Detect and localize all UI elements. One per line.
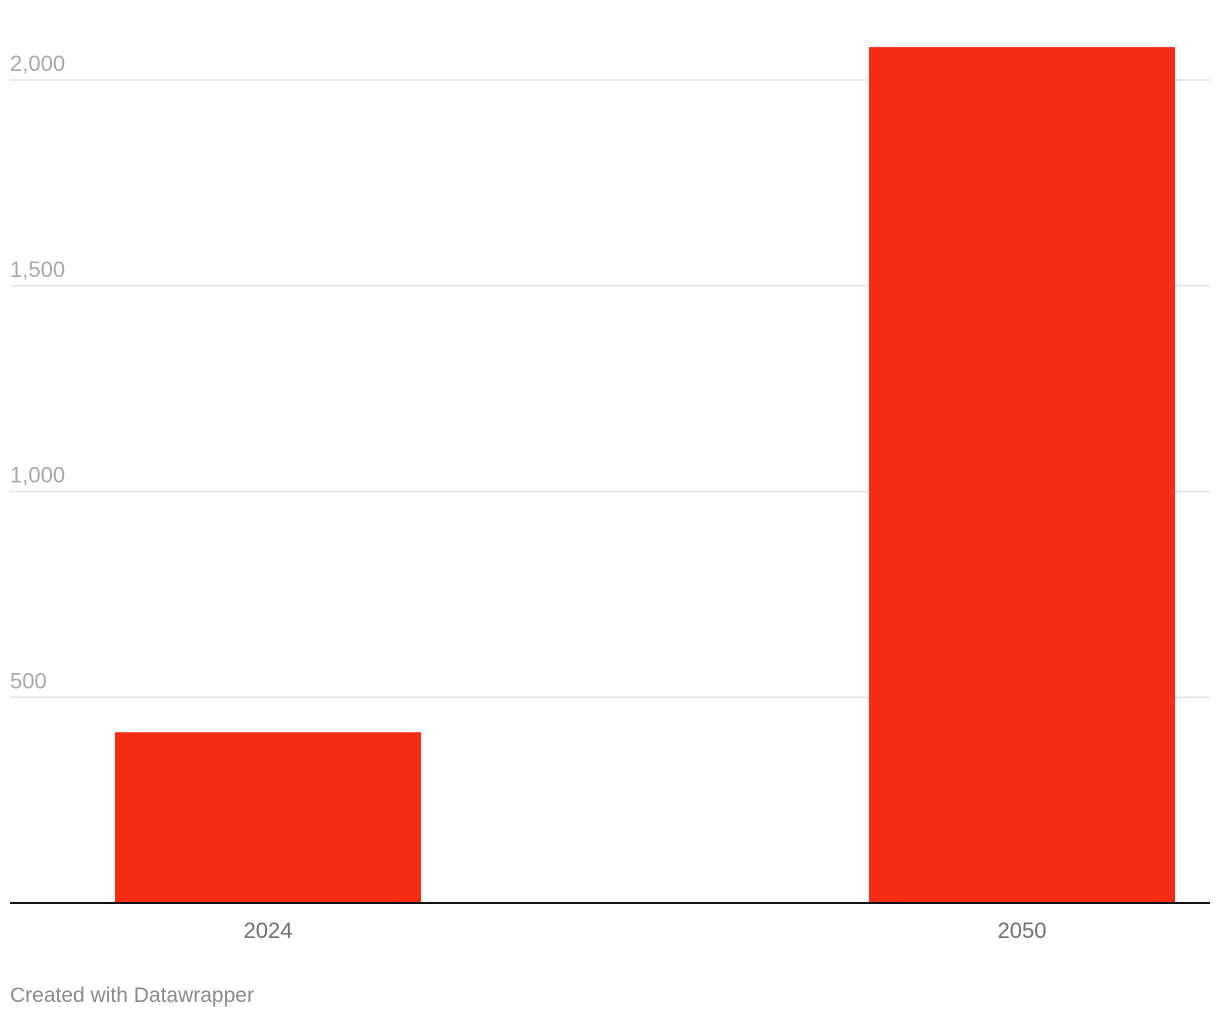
y-tick-label-1500: 1,500 [10,257,65,282]
y-tick-label-500: 500 [10,668,47,693]
x-tick-label-2024: 2024 [244,918,293,943]
y-axis-tick-labels: 500 1,000 1,500 2,000 [10,51,65,693]
x-tick-label-2050: 2050 [998,918,1047,943]
y-tick-label-2000: 2,000 [10,51,65,76]
x-axis-tick-labels: 2024 2050 [244,918,1047,943]
bar-2050[interactable] [869,47,1175,903]
bar-chart: 500 1,000 1,500 2,000 2024 2050 [10,47,1210,943]
y-tick-label-1000: 1,000 [10,463,65,488]
bar-2024[interactable] [115,732,421,903]
datawrapper-credit[interactable]: Created with Datawrapper [10,984,254,1007]
bars [115,47,1175,903]
